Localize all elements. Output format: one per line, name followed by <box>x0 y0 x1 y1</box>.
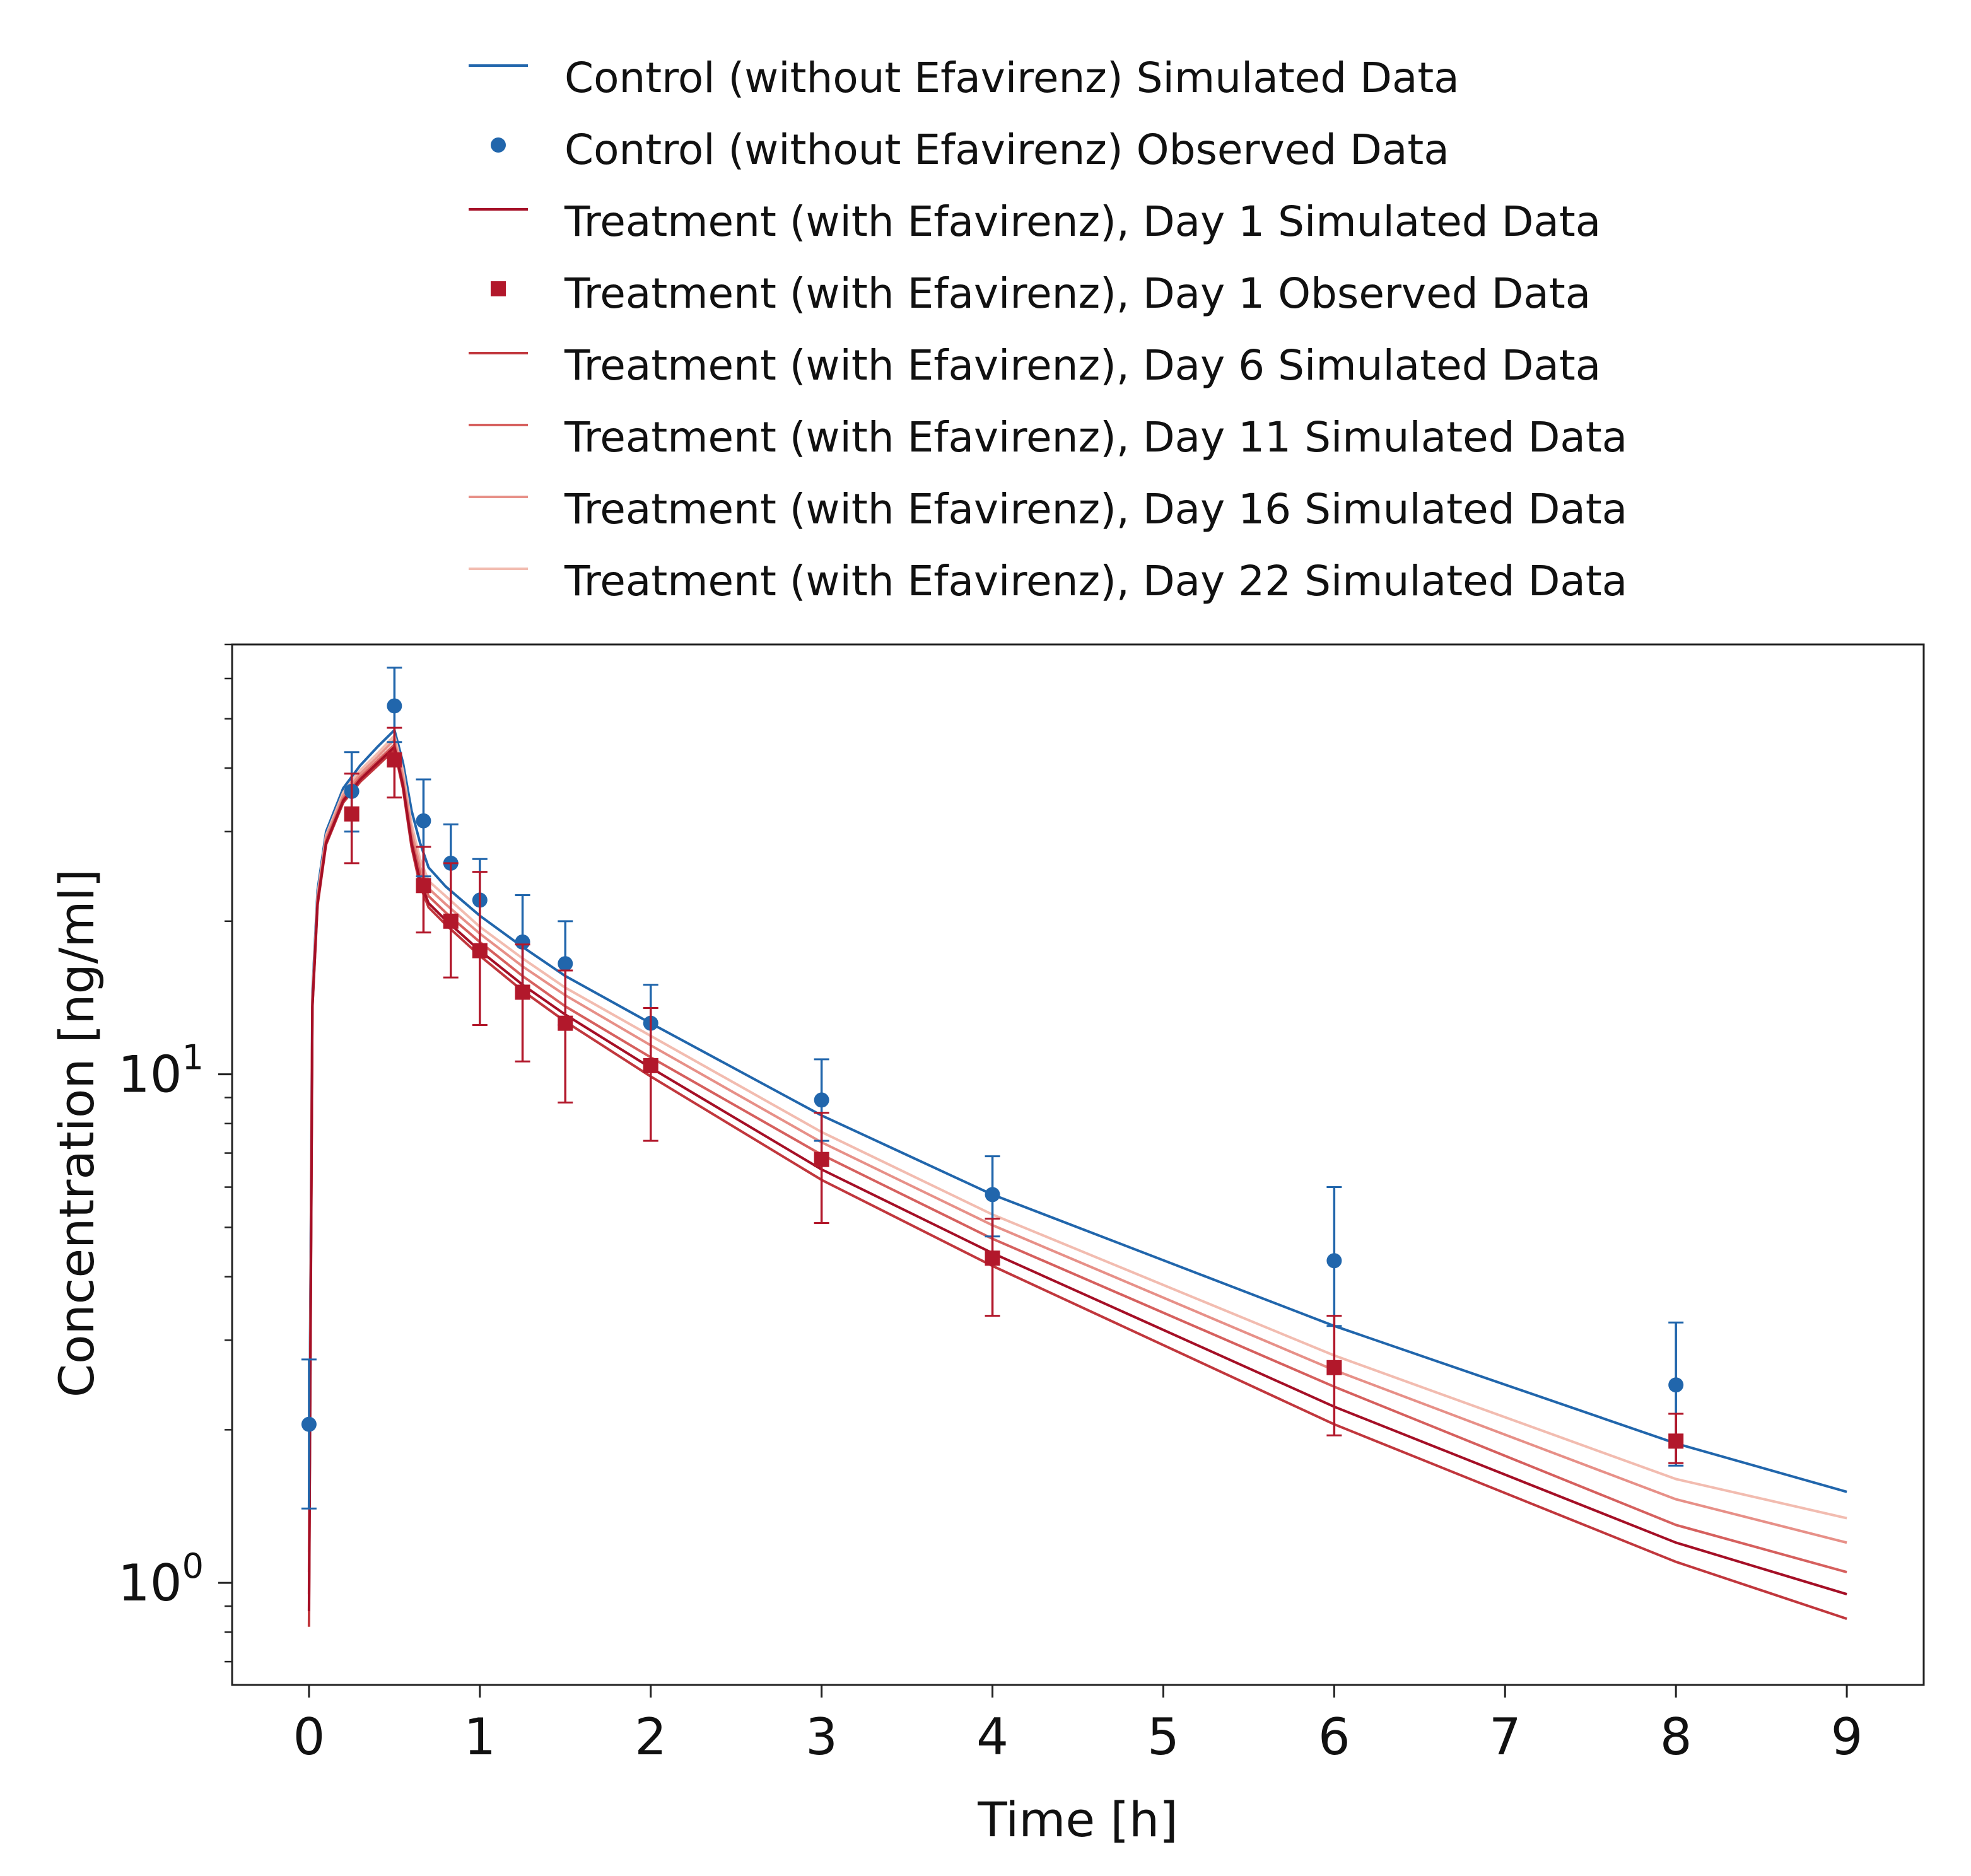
legend-label: Treatment (with Efavirenz), Day 16 Simul… <box>564 485 1628 533</box>
series-line <box>307 748 1847 1627</box>
treatment-observed-point <box>1326 1315 1342 1436</box>
legend-label: Treatment (with Efavirenz), Day 1 Observ… <box>564 269 1591 318</box>
y-tick-label: 100 <box>118 1546 204 1612</box>
data-point <box>301 1416 317 1432</box>
x-tick-label: 6 <box>1318 1708 1350 1766</box>
legend-swatch <box>469 64 528 67</box>
legend-label: Control (without Efavirenz) Simulated Da… <box>564 54 1459 102</box>
treatment-observed-point <box>443 862 459 979</box>
legend-label: Control (without Efavirenz) Observed Dat… <box>564 125 1449 174</box>
data-point <box>985 1250 1000 1266</box>
data-point <box>1326 1253 1342 1269</box>
legend-item: Treatment (with Efavirenz), Day 1 Observ… <box>464 260 1788 332</box>
treatment-observed-point <box>472 871 488 1026</box>
legend-label: Treatment (with Efavirenz), Day 6 Simula… <box>564 341 1601 390</box>
data-point <box>558 956 573 972</box>
y-axis-title: Concentration [ng/ml] <box>49 869 105 1397</box>
treatment-observed-point <box>558 969 573 1104</box>
series-line <box>307 734 1847 1553</box>
data-point <box>985 1187 1000 1203</box>
y-tick-exponent: 1 <box>182 1038 204 1078</box>
treatment-observed-point <box>643 1006 658 1142</box>
series-line <box>307 738 1847 1573</box>
data-point <box>472 943 488 958</box>
series-line <box>307 745 1847 1611</box>
x-tick-label: 4 <box>976 1708 1009 1766</box>
y-tick-exponent: 0 <box>182 1546 204 1586</box>
y-tick-label: 101 <box>118 1038 204 1104</box>
legend-label: Treatment (with Efavirenz), Day 1 Simula… <box>564 197 1601 246</box>
treatment-observed-point <box>387 726 402 799</box>
treatment-observed-point <box>985 1218 1000 1317</box>
treatment-observed-point <box>515 943 530 1063</box>
treatment-observed-point <box>814 1112 829 1224</box>
control-observed-point <box>301 1358 317 1510</box>
x-tick-label: 3 <box>805 1708 838 1766</box>
legend-item: Treatment (with Efavirenz), Day 1 Simula… <box>464 188 1788 260</box>
data-point <box>814 1092 829 1108</box>
legend-swatch <box>491 281 506 296</box>
legend-label: Treatment (with Efavirenz), Day 22 Simul… <box>564 557 1628 605</box>
legend-swatch <box>469 208 528 211</box>
data-point <box>515 984 530 1000</box>
data-point <box>558 1015 573 1031</box>
data-point <box>643 1057 658 1073</box>
plot-frame <box>231 643 1925 1686</box>
data-point <box>1326 1360 1342 1375</box>
y-tick-base: 10 <box>118 1554 182 1612</box>
data-point <box>387 698 402 714</box>
treatment-observed-point <box>1668 1413 1684 1464</box>
x-tick-label: 9 <box>1831 1708 1863 1766</box>
data-point <box>416 878 431 894</box>
legend: Control (without Efavirenz) Simulated Da… <box>464 44 1788 619</box>
legend-swatch <box>491 137 506 153</box>
data-point <box>814 1151 829 1167</box>
legend-item: Treatment (with Efavirenz), Day 6 Simula… <box>464 332 1788 404</box>
data-point <box>1668 1377 1684 1393</box>
legend-swatch <box>469 352 528 354</box>
data-point <box>344 806 360 822</box>
legend-item: Treatment (with Efavirenz), Day 22 Simul… <box>464 547 1788 619</box>
data-point <box>443 913 459 929</box>
data-point <box>416 813 431 829</box>
x-tick-label: 7 <box>1489 1708 1521 1766</box>
legend-item: Treatment (with Efavirenz), Day 11 Simul… <box>464 404 1788 475</box>
data-point <box>1668 1433 1684 1449</box>
legend-label: Treatment (with Efavirenz), Day 11 Simul… <box>564 413 1628 462</box>
control-observed-point <box>1326 1186 1342 1327</box>
legend-item: Control (without Efavirenz) Observed Dat… <box>464 116 1788 188</box>
data-point <box>387 752 402 768</box>
series-line <box>307 728 1847 1509</box>
x-tick-label: 0 <box>293 1708 325 1766</box>
legend-swatch <box>469 424 528 426</box>
treatment-observed-point <box>416 846 431 934</box>
treatment-observed-point <box>344 772 360 865</box>
legend-item: Treatment (with Efavirenz), Day 16 Simul… <box>464 475 1788 547</box>
data-point <box>515 934 530 950</box>
x-tick-label: 5 <box>1147 1708 1179 1766</box>
y-tick-base: 10 <box>118 1046 182 1104</box>
x-tick-label: 1 <box>464 1708 496 1766</box>
x-tick-label: 8 <box>1660 1708 1692 1766</box>
x-axis-title: Time [h] <box>977 1792 1178 1848</box>
x-tick-label: 2 <box>635 1708 667 1766</box>
legend-swatch <box>469 568 528 570</box>
series-line <box>307 743 1847 1595</box>
legend-swatch <box>469 496 528 498</box>
legend-item: Control (without Efavirenz) Simulated Da… <box>464 44 1788 116</box>
